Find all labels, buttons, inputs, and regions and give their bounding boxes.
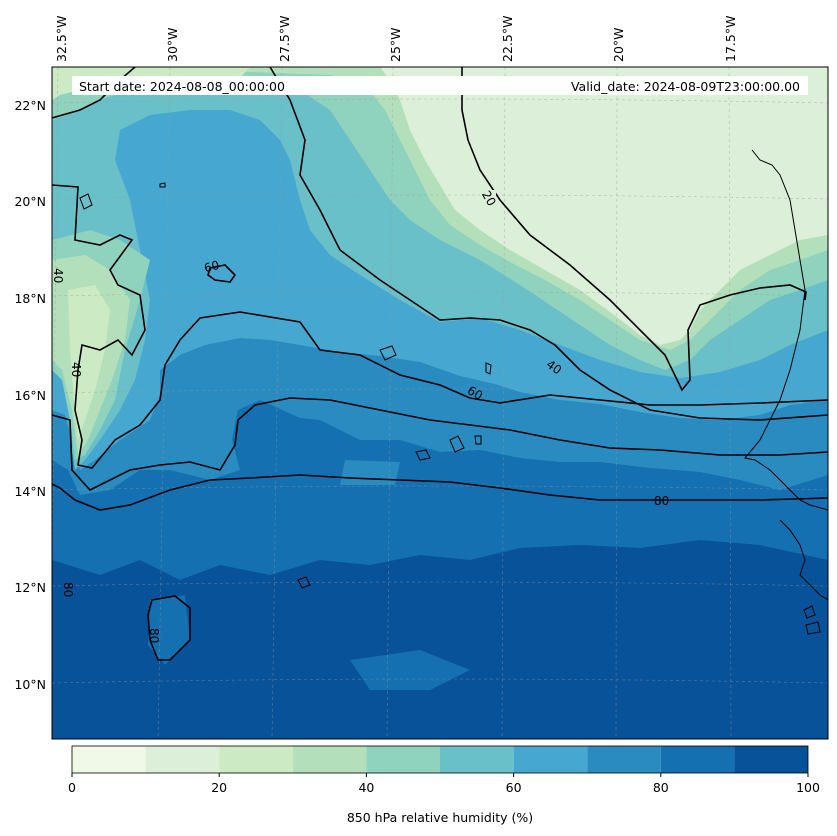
contour-labels: 20 40 40 40 60 60 80 80 80 (51, 188, 669, 643)
island-cluster-6 (297, 576, 311, 589)
contour-60-small (207, 264, 237, 283)
lon-label-30w: 30°W (165, 27, 180, 62)
colorbar-swatch (440, 746, 514, 773)
lon-label-22-5w: 22.5°W (500, 16, 515, 62)
colorbar-swatch (660, 746, 735, 773)
contour-80-loop (147, 595, 191, 661)
colorbar-swatch (587, 746, 661, 773)
contour-label-40-edge: 40 (51, 268, 65, 283)
map-frame (51, 66, 829, 740)
colorbar-swatch (72, 746, 146, 773)
island-cluster-5 (415, 449, 431, 461)
contour-label-80-west: 80 (61, 582, 75, 597)
date-header: Start date: 2024-08-08_00:00:00 Valid_da… (72, 76, 808, 95)
latitude-labels: 22°N 20°N 18°N 16°N 14°N 12°N 10°N (14, 98, 46, 692)
colorbar-swatch (145, 746, 220, 773)
fill-10-20 (380, 67, 828, 345)
humidity-field (52, 67, 828, 739)
lat-label-16n: 16°N (14, 388, 46, 403)
colorbar-swatch (513, 746, 588, 773)
colorbar-tick-label: 60 (506, 780, 522, 795)
contour-40 (52, 184, 828, 469)
lon-label-27-5w: 27.5°W (277, 16, 292, 62)
contour-label-80-east: 80 (654, 494, 669, 508)
gridlines (52, 67, 828, 739)
colorbar-swatch (292, 746, 367, 773)
island-cluster-1 (379, 345, 397, 361)
colorbar: 0 20 40 60 80 100 850 hPa relative humidity (… (68, 745, 820, 825)
colorbar-tick-label: 80 (653, 780, 669, 795)
colorbar-tick-label: 20 (211, 780, 227, 795)
lat-label-18n: 18°N (14, 291, 46, 306)
colorbar-swatch (366, 746, 440, 773)
date-header-bg (72, 76, 808, 95)
lat-label-22n: 22°N (14, 98, 46, 113)
fill-80-90-patch (148, 595, 190, 665)
fill-70-80-patch (340, 460, 400, 485)
coastlines (79, 149, 828, 635)
valid-date-text: Valid_date: 2024-08-09T23:00:00.00 (571, 79, 800, 94)
colorbar-frame (71, 745, 809, 774)
island-cluster-8 (79, 193, 93, 210)
colorbar-label: 850 hPa relative humidity (%) (347, 810, 533, 825)
island-cluster-7 (159, 182, 166, 188)
island-cluster-3 (449, 435, 465, 453)
island-cluster-10 (805, 621, 821, 635)
contour-80 (52, 474, 828, 511)
island-cluster-4 (474, 435, 482, 445)
contour-20 (461, 67, 807, 392)
longitude-labels: 32.5°W 30°W 27.5°W 25°W 22.5°W 20°W 17.5… (54, 16, 738, 62)
contour-lines (52, 67, 828, 661)
africa-coast-south (779, 519, 828, 601)
lat-label-12n: 12°N (14, 580, 46, 595)
colorbar-tick-label: 0 (68, 780, 76, 795)
colorbar-swatch (219, 746, 293, 773)
contour-label-40-west: 40 (69, 362, 83, 377)
island-cluster-2 (485, 362, 492, 375)
contour-label-60-north: 60 (203, 258, 221, 275)
island-cluster-9 (803, 605, 816, 619)
fill-20-30-west (68, 285, 110, 440)
contour-label-80-loop: 80 (147, 628, 161, 643)
fill-80-90-patch2 (350, 650, 470, 690)
lon-label-20w: 20°W (611, 27, 626, 62)
lon-label-25w: 25°W (388, 27, 403, 62)
contour-40-top (52, 67, 136, 119)
colorbar-tick-label: 100 (796, 780, 820, 795)
contour-label-20: 20 (479, 188, 499, 208)
lat-label-14n: 14°N (14, 484, 46, 499)
colorbar-tick-label: 40 (358, 780, 374, 795)
start-date-text: Start date: 2024-08-08_00:00:00 (79, 79, 285, 94)
fill-20-30 (52, 67, 250, 100)
lon-label-17-5w: 17.5°W (723, 16, 738, 62)
africa-coast (744, 149, 828, 511)
colorbar-swatch (734, 746, 808, 773)
contour-label-60-south: 60 (465, 383, 485, 403)
contour-60 (52, 397, 828, 491)
contour-40-bend (269, 67, 828, 421)
colorbar-ticks: 0 20 40 60 80 100 (68, 773, 820, 795)
lat-label-10n: 10°N (14, 677, 46, 692)
colorbar-swatches (72, 746, 808, 773)
lon-label-32-5w: 32.5°W (54, 16, 69, 62)
lat-label-20n: 20°N (14, 194, 46, 209)
